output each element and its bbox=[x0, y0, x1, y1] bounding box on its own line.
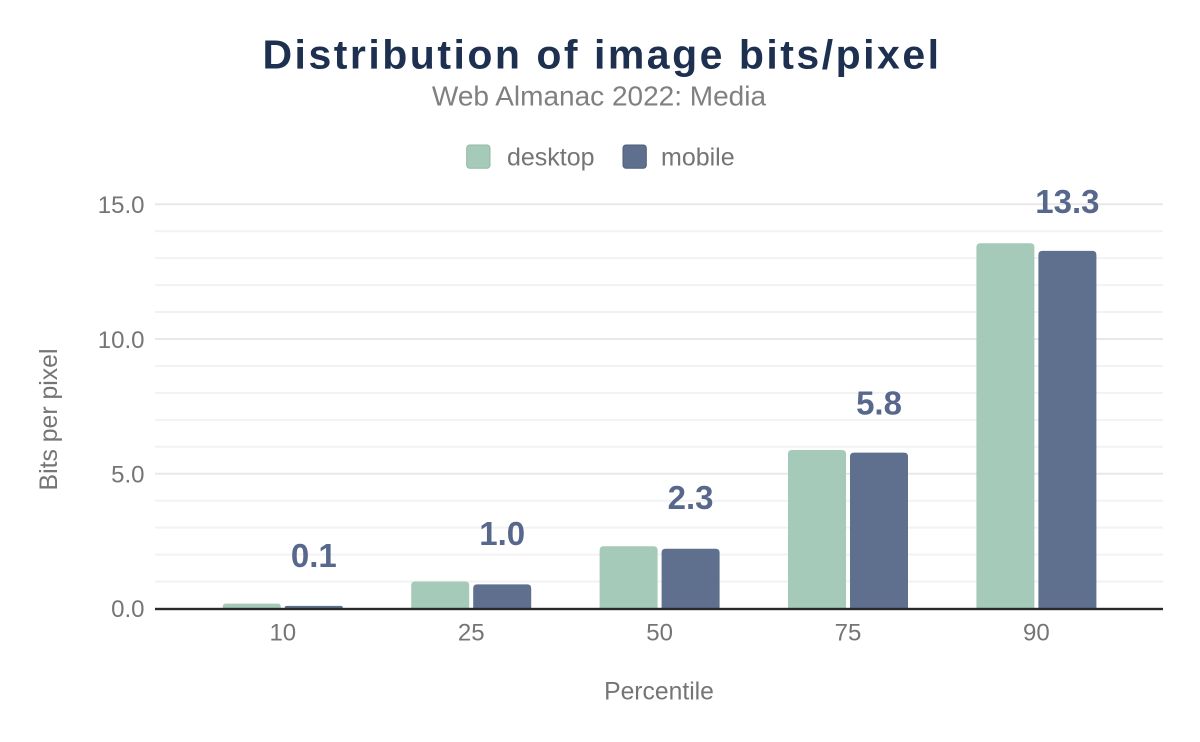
svg-text:10.0: 10.0 bbox=[98, 327, 145, 354]
svg-text:Web Almanac 2022: Media: Web Almanac 2022: Media bbox=[432, 81, 767, 112]
svg-text:2.3: 2.3 bbox=[668, 479, 714, 516]
svg-text:Bits per pixel: Bits per pixel bbox=[36, 349, 63, 491]
svg-text:0.0: 0.0 bbox=[111, 596, 144, 623]
svg-text:5.0: 5.0 bbox=[111, 462, 144, 489]
svg-text:0.1: 0.1 bbox=[291, 537, 337, 574]
svg-text:1.0: 1.0 bbox=[479, 515, 525, 552]
svg-text:Percentile: Percentile bbox=[604, 679, 714, 706]
svg-text:Distribution of image bits/pix: Distribution of image bits/pixel bbox=[262, 32, 941, 78]
svg-text:75: 75 bbox=[835, 619, 862, 646]
svg-text:50: 50 bbox=[646, 619, 673, 646]
svg-text:mobile: mobile bbox=[661, 143, 735, 171]
svg-text:13.3: 13.3 bbox=[1035, 183, 1099, 220]
svg-text:15.0: 15.0 bbox=[98, 192, 145, 219]
svg-text:25: 25 bbox=[458, 619, 485, 646]
svg-text:90: 90 bbox=[1023, 619, 1050, 646]
svg-text:desktop: desktop bbox=[507, 143, 595, 171]
svg-text:5.8: 5.8 bbox=[856, 384, 902, 421]
svg-text:10: 10 bbox=[269, 619, 296, 646]
